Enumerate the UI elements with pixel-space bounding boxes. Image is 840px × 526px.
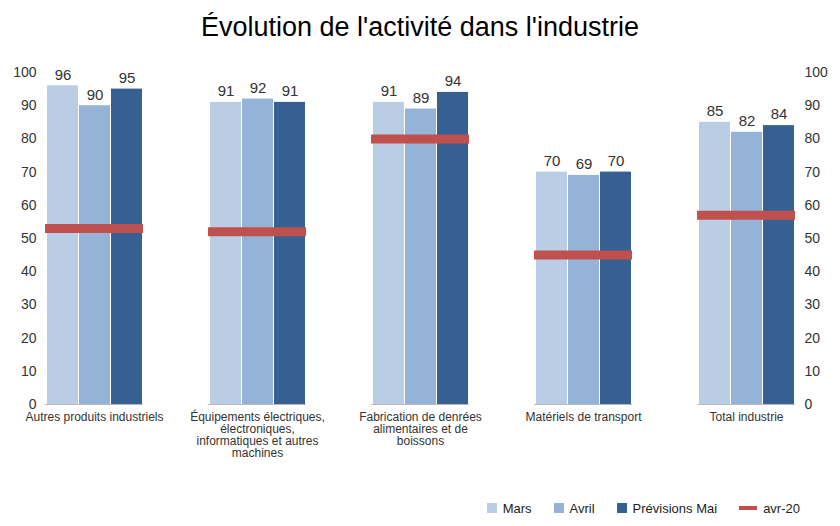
svg-text:60: 60 bbox=[21, 197, 37, 213]
svg-text:0: 0 bbox=[28, 396, 37, 412]
svg-text:Équipements électriques,électr: Équipements électriques,électroniques,in… bbox=[190, 409, 325, 460]
svg-text:90: 90 bbox=[87, 86, 104, 103]
svg-text:95: 95 bbox=[119, 69, 136, 86]
svg-text:20: 20 bbox=[21, 330, 37, 346]
svg-text:20: 20 bbox=[805, 330, 821, 346]
svg-text:90: 90 bbox=[21, 97, 37, 113]
svg-text:92: 92 bbox=[250, 79, 267, 96]
svg-text:30: 30 bbox=[805, 296, 821, 312]
svg-text:70: 70 bbox=[805, 164, 821, 180]
svg-text:Total industrie: Total industrie bbox=[709, 410, 783, 424]
svg-text:Matériels de transport: Matériels de transport bbox=[525, 410, 642, 424]
svg-text:10: 10 bbox=[21, 363, 37, 379]
html-text:Mars: Mars bbox=[502, 500, 532, 516]
svg-text:80: 80 bbox=[805, 130, 821, 146]
svg-text:94: 94 bbox=[445, 72, 462, 89]
svg-text:Autres produits industriels: Autres produits industriels bbox=[25, 410, 163, 424]
svg-text:90: 90 bbox=[805, 97, 821, 113]
svg-text:40: 40 bbox=[21, 263, 37, 279]
svg-text:91: 91 bbox=[218, 82, 235, 99]
svg-text:0: 0 bbox=[805, 396, 813, 412]
svg-text:85: 85 bbox=[707, 102, 724, 119]
svg-text:70: 70 bbox=[608, 152, 625, 169]
svg-text:96: 96 bbox=[55, 66, 72, 83]
svg-text:100: 100 bbox=[805, 64, 829, 80]
svg-text:82: 82 bbox=[739, 112, 756, 129]
html-text:avr-20: avr-20 bbox=[763, 500, 800, 516]
svg-text:40: 40 bbox=[805, 263, 821, 279]
svg-text:50: 50 bbox=[805, 230, 821, 246]
svg-text:70: 70 bbox=[544, 152, 561, 169]
svg-text:30: 30 bbox=[21, 296, 37, 312]
html-text:Évolution de l'activité dans l: Évolution de l'activité dans l'industrie bbox=[201, 12, 639, 42]
svg-text:50: 50 bbox=[21, 230, 37, 246]
svg-text:60: 60 bbox=[805, 197, 821, 213]
svg-text:Fabrication de denréesalimenta: Fabrication de denréesalimentaires et de… bbox=[359, 410, 482, 448]
svg-text:89: 89 bbox=[413, 89, 430, 106]
svg-text:80: 80 bbox=[21, 130, 37, 146]
svg-text:100: 100 bbox=[13, 64, 37, 80]
svg-text:91: 91 bbox=[381, 82, 398, 99]
svg-text:69: 69 bbox=[576, 155, 593, 172]
html-text:Prévisions Mai: Prévisions Mai bbox=[632, 500, 718, 516]
svg-text:84: 84 bbox=[771, 105, 788, 122]
svg-text:10: 10 bbox=[805, 363, 821, 379]
svg-text:70: 70 bbox=[21, 164, 37, 180]
html-text:Avril: Avril bbox=[569, 500, 595, 516]
svg-text:91: 91 bbox=[282, 82, 299, 99]
